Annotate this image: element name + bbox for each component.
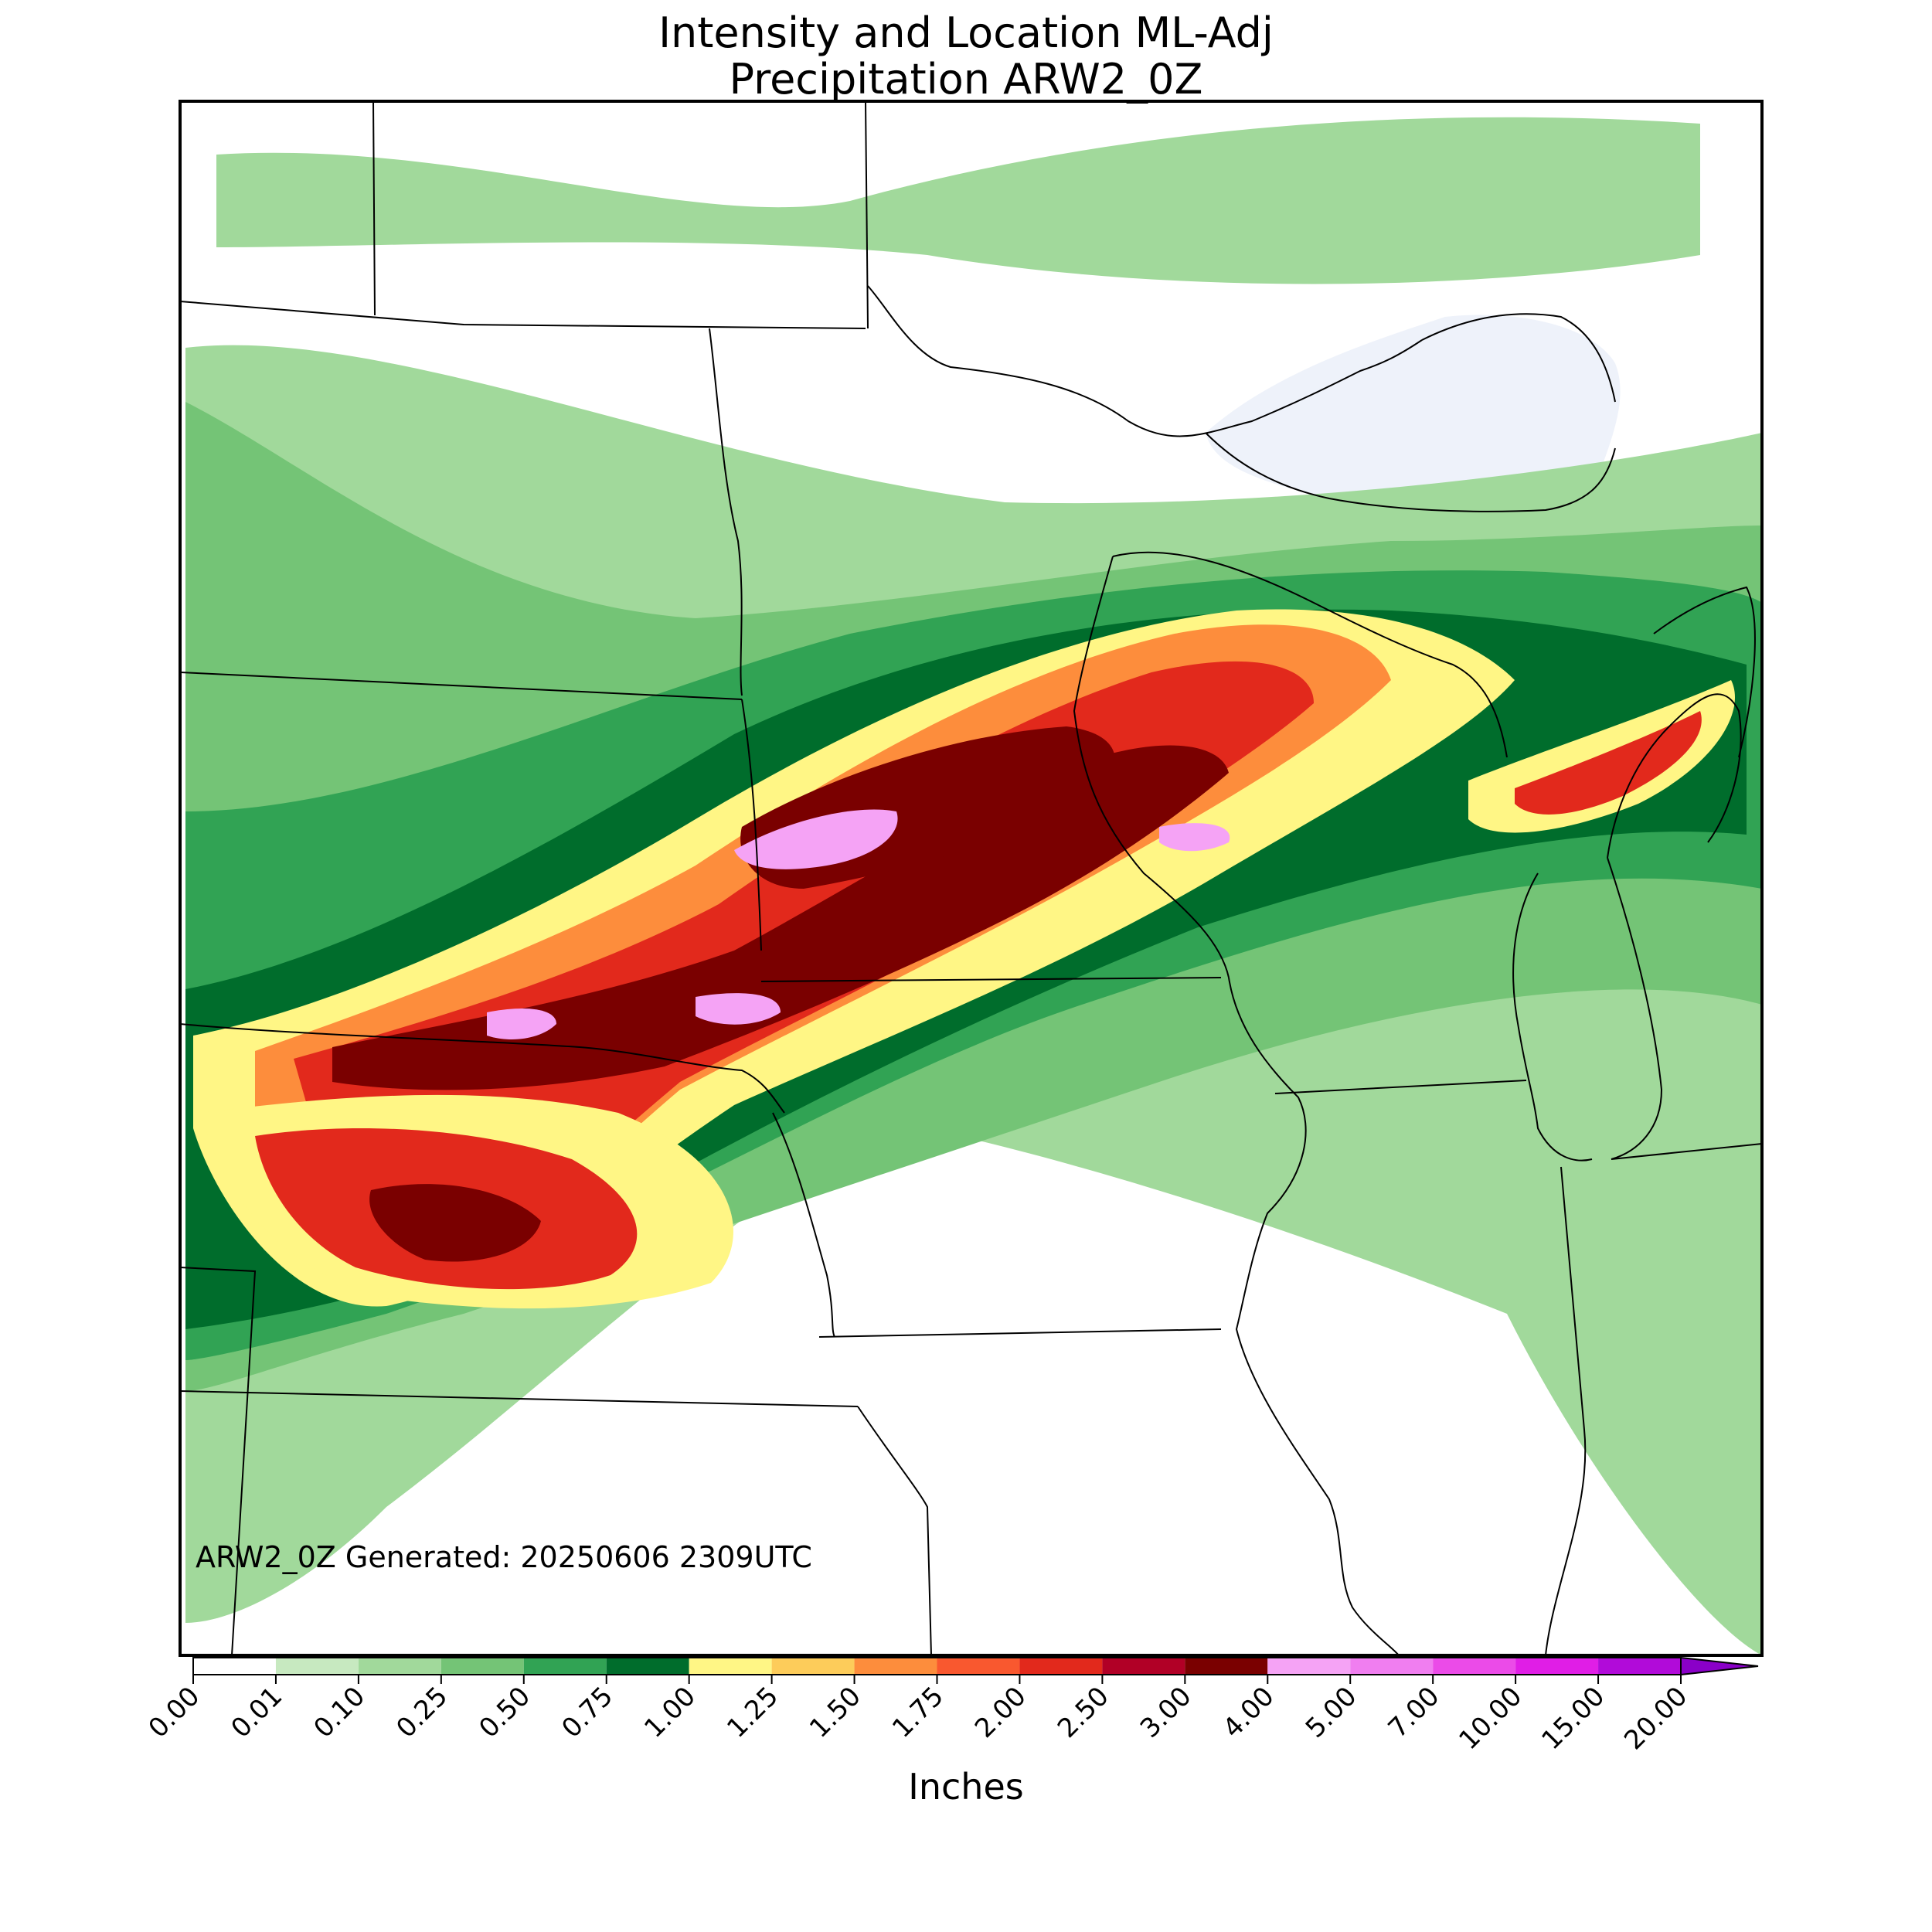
border-saskatchewan-manitoba [372,101,376,316]
precip-band-0_10-1 [216,117,1700,284]
border-wi-upper-mi [1112,551,1508,758]
border-canada-us [180,301,866,329]
border-mn-ia [760,977,1222,982]
precip-band-4_00-13 [1159,823,1230,852]
border-wi-il [1274,1080,1527,1094]
border-mn-sd [741,699,762,951]
precipitation-field [185,117,1762,1655]
border-il-in [1545,1166,1587,1655]
border-ia-mo [818,1328,1222,1338]
precip-band-2_00-18 [1515,711,1702,815]
border-ne-ia-missouri-river [772,1112,835,1338]
precip-band-4_00-11 [487,1009,556,1039]
colorbar-units-label: Inches [908,1766,1024,1808]
border-co-ne [180,1267,257,1655]
border-mo-ks [857,1406,932,1655]
map-title-line-2: Precipitation ARW2_0Z [729,55,1203,104]
border-mn-wi [1073,556,1230,978]
border-minnesota-ontario [867,285,1423,437]
border-in-oh [1611,1143,1762,1160]
border-wi-ia-mississippi [1228,977,1400,1655]
shore-lake-superior-south [1205,432,1616,512]
precip-band-4_00-12 [696,993,781,1025]
map-title-line-1: Intensity and Location ML-Adj [658,9,1274,57]
map-frame [179,100,1764,1657]
shore-lake-michigan-west [1512,872,1593,1162]
precip-band-4_00-10 [734,809,898,869]
border-nd-sd [180,672,743,700]
shore-lake-huron [1653,586,1756,758]
shore-lake-michigan-east [1607,857,1663,1160]
state-boundaries [180,101,1762,1655]
border-nd-mn [709,328,743,696]
precip-band-3_00-16 [369,1184,541,1262]
shore-lower-michigan [1607,693,1742,859]
border-manitoba-ontario [865,101,869,329]
border-sd-ne [180,1023,785,1114]
shore-lake-superior-north [1421,313,1616,403]
generated-timestamp: ARW2_0Z Generated: 20250606 2309UTC [196,1540,812,1574]
lake-superior [1206,315,1621,513]
border-ne-ks [180,1390,859,1407]
